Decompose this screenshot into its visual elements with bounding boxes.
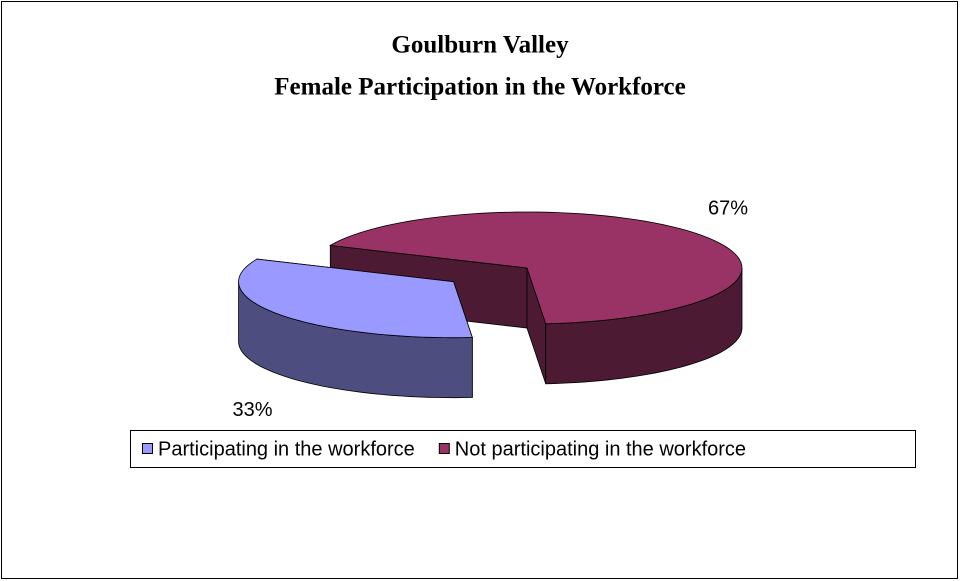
data-label: 33% xyxy=(233,399,273,421)
legend-label: Participating in the workforce xyxy=(158,438,415,460)
pie-slice xyxy=(238,258,473,399)
chart-title: Female Participation in the Workforce xyxy=(274,74,686,101)
slice-top xyxy=(328,211,743,325)
legend-swatch xyxy=(142,443,153,454)
data-label: 67% xyxy=(708,197,748,219)
chart-title: Goulburn Valley xyxy=(391,32,569,59)
slice-top xyxy=(238,258,473,339)
legend-label: Not participating in the workforce xyxy=(455,438,746,460)
legend-swatch xyxy=(438,443,450,454)
legend-box xyxy=(130,430,916,468)
